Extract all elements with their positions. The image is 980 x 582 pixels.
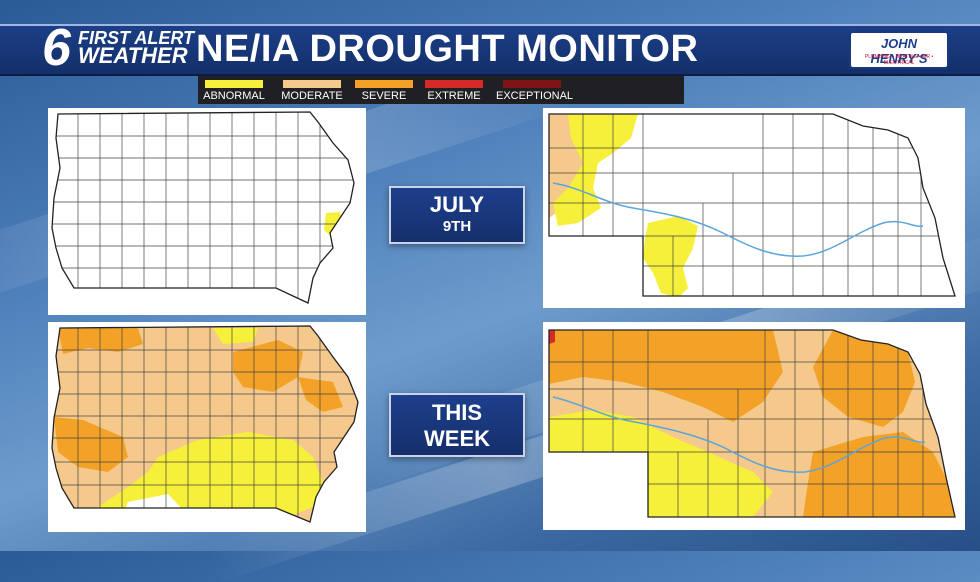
severe-area xyxy=(54,417,128,472)
nebraska-map-july-svg xyxy=(548,113,956,297)
extreme-area xyxy=(549,330,555,344)
legend-swatch-extreme xyxy=(425,80,483,88)
legend-item-extreme: EXTREME xyxy=(418,76,490,104)
legend-item-exceptional: EXCEPTIONAL xyxy=(496,76,574,104)
iowa-map-july-svg xyxy=(51,111,355,304)
abnormal-area xyxy=(549,410,773,517)
label-july-line2: 9TH xyxy=(442,218,472,235)
label-this-week-line1: THIS xyxy=(431,400,483,425)
legend-label-exceptional: EXCEPTIONAL xyxy=(496,90,574,102)
legend-label-extreme: EXTREME xyxy=(427,90,481,102)
abnormal-area xyxy=(553,114,638,226)
legend-swatch-exceptional xyxy=(503,80,561,88)
nebraska-outline xyxy=(548,113,956,297)
label-this-week: THIS WEEK xyxy=(389,393,525,457)
sponsor-tagline: PLUMBING • HEATING • AIR • ELECTRICAL xyxy=(864,54,934,66)
label-this-week-line2: WEEK xyxy=(424,426,490,451)
abnormal-area xyxy=(213,328,258,344)
iowa-map-july xyxy=(48,108,366,315)
severe-area xyxy=(813,330,915,427)
legend-label-moderate: MODERATE xyxy=(281,90,343,102)
legend-swatch-moderate xyxy=(283,80,341,88)
abnormal-area xyxy=(98,432,323,517)
legend-item-severe: SEVERE xyxy=(348,76,420,104)
drought-legend: ABNORMAL MODERATE SEVERE EXTREME EXCEPTI… xyxy=(198,76,684,104)
nebraska-outline xyxy=(548,329,956,518)
nebraska-county-grid xyxy=(549,330,955,517)
legend-swatch-abnormal xyxy=(205,80,263,88)
header-bar xyxy=(0,24,980,76)
logo-line-2: WEATHER xyxy=(78,43,188,68)
severe-area xyxy=(803,432,955,517)
severe-area xyxy=(549,330,783,422)
legend-swatch-severe xyxy=(355,80,413,88)
iowa-outline xyxy=(51,325,359,523)
nebraska-map-current-svg xyxy=(548,329,956,518)
legend-label-severe: SEVERE xyxy=(361,90,407,102)
page-title: NE/IA DROUGHT MONITOR xyxy=(196,28,699,70)
iowa-map-current-svg xyxy=(51,325,359,523)
logo-line-1: FIRST ALERT xyxy=(78,28,194,48)
station-logo-number: 6 xyxy=(42,19,71,77)
iowa-map-current xyxy=(48,322,366,532)
iowa-county-grid xyxy=(52,112,354,303)
severe-area xyxy=(298,377,343,412)
abnormal-area xyxy=(643,216,698,296)
nebraska-county-grid xyxy=(549,114,955,296)
iowa-county-grid xyxy=(52,326,358,522)
sponsor-logo: JOHN HENRY'S PLUMBING • HEATING • AIR • … xyxy=(849,31,949,69)
platte-river xyxy=(552,396,926,473)
sponsor-name: JOHN HENRY'S xyxy=(870,36,928,66)
platte-river xyxy=(552,182,924,257)
legend-item-moderate: MODERATE xyxy=(276,76,348,104)
nebraska-map-july xyxy=(543,108,965,308)
label-july-9th: JULY 9TH xyxy=(389,186,525,244)
label-july-line1: JULY xyxy=(429,192,485,217)
legend-item-abnormal: ABNORMAL xyxy=(198,76,270,104)
legend-label-abnormal: ABNORMAL xyxy=(203,90,265,102)
nebraska-map-current xyxy=(543,322,965,530)
station-logo-text: FIRST ALERT WEATHER xyxy=(78,28,194,68)
severe-area xyxy=(233,340,303,392)
iowa-outline xyxy=(51,111,355,304)
